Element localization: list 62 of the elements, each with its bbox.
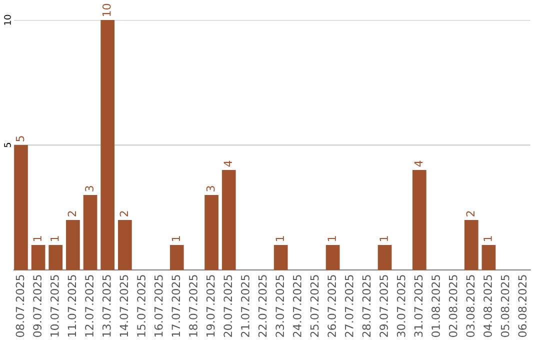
x-tick-label: 29.07.2025: [380, 275, 388, 337]
data-label: 2: [466, 211, 474, 216]
bar: [222, 170, 236, 270]
x-tick-label: 30.07.2025: [396, 275, 406, 337]
bar: [326, 244, 340, 270]
x-tick-label: 12.07.2025: [85, 275, 94, 337]
x-tick-label: 26.07.2025: [328, 275, 336, 337]
data-label: 10: [102, 4, 111, 16]
x-tick-label: 05.08.2025: [500, 275, 510, 338]
x-tick-label: 13.07.2025: [102, 275, 111, 337]
data-label: 1: [172, 236, 180, 241]
data-label: 3: [85, 186, 94, 192]
x-tick-label: 19.07.2025: [206, 275, 215, 337]
data-label: 3: [206, 186, 215, 192]
data-label: 5: [16, 136, 24, 142]
bar: [83, 194, 98, 270]
x-tick-label: 22.07.2025: [258, 275, 267, 337]
x-tick-label: 08.07.2025: [16, 275, 24, 338]
x-tick-label: 17.07.2025: [172, 275, 180, 337]
x-tick-label: 20.07.2025: [224, 275, 232, 337]
x-tick-label: 25.07.2025: [310, 275, 319, 337]
bar: [482, 244, 496, 270]
x-tick-label: 02.08.2025: [448, 275, 458, 338]
x-tick-label: 09.07.2025: [33, 275, 42, 338]
bar: [118, 220, 132, 270]
bar: [31, 244, 46, 270]
x-tick-label: 28.07.2025: [362, 275, 371, 337]
x-tick-label: 01.08.2025: [432, 275, 440, 338]
x-tick-label: 06.08.2025: [518, 275, 527, 338]
data-label: 2: [120, 211, 128, 216]
data-label: 1: [50, 236, 59, 241]
bar: [170, 244, 184, 270]
x-tick-label: 14.07.2025: [120, 275, 128, 337]
x-tick-label: 23.07.2025: [276, 275, 284, 337]
bar: [14, 145, 28, 270]
x-tick-label: 11.07.2025: [68, 275, 76, 337]
bar: [66, 220, 80, 270]
bar: [48, 244, 63, 270]
data-label: 1: [328, 236, 336, 241]
x-tick-label: 15.07.2025: [137, 275, 146, 337]
data-label: 4: [224, 160, 232, 167]
data-label: 2: [68, 211, 76, 216]
x-tick-label: 24.07.2025: [292, 275, 302, 337]
x-tick-label: 31.07.2025: [414, 275, 423, 337]
x-tick-label: 04.08.2025: [484, 275, 492, 338]
x-tick-label: 10.07.2025: [50, 275, 59, 337]
x-tick-label: 16.07.2025: [154, 275, 163, 337]
x-tick-label: 27.07.2025: [344, 275, 354, 337]
data-label: 1: [33, 236, 42, 241]
data-label: 1: [484, 236, 492, 241]
x-tick-label: 21.07.2025: [240, 275, 250, 337]
data-label: 4: [414, 160, 422, 167]
bar: [204, 194, 218, 270]
data-label: 1: [276, 236, 284, 241]
bar: [378, 244, 392, 270]
bar: [100, 20, 115, 270]
bar: [464, 220, 478, 270]
x-tick-label: 03.08.2025: [466, 275, 475, 338]
x-tick-label: 18.07.2025: [189, 275, 198, 337]
bar: [274, 244, 288, 270]
data-label: 1: [380, 236, 388, 241]
bar: [412, 170, 426, 270]
